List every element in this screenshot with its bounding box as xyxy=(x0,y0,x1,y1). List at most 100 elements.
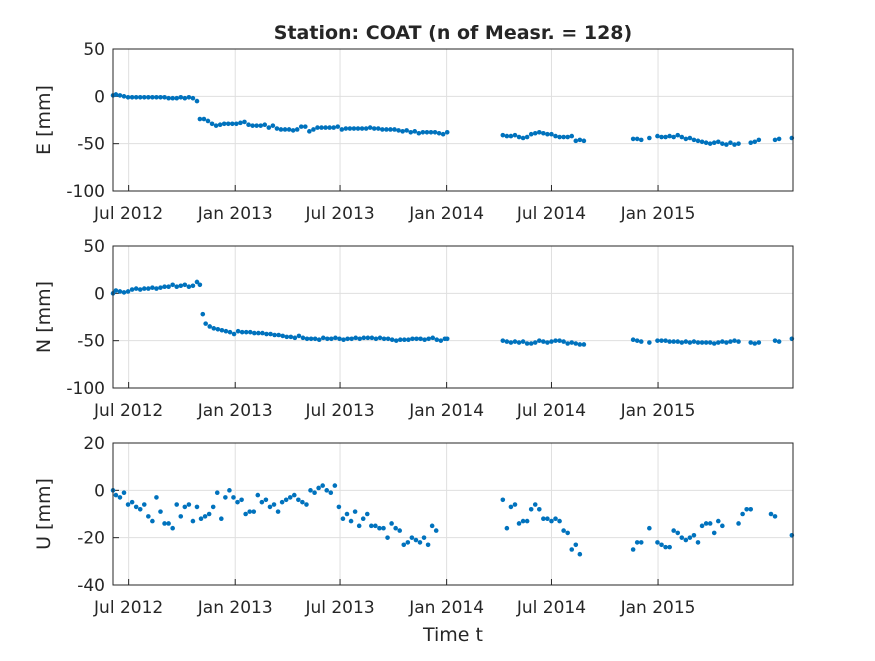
data-point xyxy=(256,330,261,336)
data-point xyxy=(508,340,514,345)
data-point xyxy=(667,133,672,139)
data-point xyxy=(349,336,354,342)
data-point xyxy=(553,133,558,139)
data-point xyxy=(557,134,562,140)
data-point xyxy=(323,125,328,130)
data-point xyxy=(524,134,530,140)
data-point xyxy=(732,338,737,343)
data-point xyxy=(170,282,175,288)
plot-frame xyxy=(112,442,794,586)
data-point xyxy=(129,499,135,505)
data-point xyxy=(284,334,290,340)
data-point xyxy=(520,339,526,344)
data-point xyxy=(239,329,245,335)
data-point xyxy=(524,341,530,346)
data-point xyxy=(230,121,235,127)
data-point xyxy=(377,525,382,531)
data-point xyxy=(337,336,342,342)
data-point xyxy=(206,511,212,517)
data-point xyxy=(355,126,361,131)
data-point xyxy=(687,535,693,540)
data-point xyxy=(117,495,123,500)
data-point xyxy=(270,123,276,128)
x-tick-label: Jan 2015 xyxy=(620,598,696,618)
data-point xyxy=(659,338,664,343)
data-point xyxy=(532,502,538,507)
data-point xyxy=(416,130,422,136)
data-point xyxy=(728,140,733,146)
data-point xyxy=(772,137,778,143)
data-point xyxy=(190,283,196,289)
data-point xyxy=(414,336,419,342)
data-point xyxy=(630,136,636,142)
data-point xyxy=(213,123,219,128)
data-point xyxy=(508,504,514,510)
data-point xyxy=(691,339,697,344)
data-point xyxy=(243,329,249,335)
data-point xyxy=(532,130,538,136)
data-point xyxy=(174,284,180,290)
data-point xyxy=(516,521,522,526)
data-point xyxy=(296,333,302,339)
data-point xyxy=(425,542,431,548)
data-point xyxy=(776,136,782,142)
data-point xyxy=(146,286,151,291)
data-point xyxy=(223,328,229,334)
data-point xyxy=(304,502,309,507)
data-point xyxy=(133,504,139,510)
data-point xyxy=(683,136,689,142)
data-point xyxy=(227,329,233,335)
data-point xyxy=(113,288,119,293)
data-point xyxy=(421,535,427,540)
data-point xyxy=(675,339,681,344)
data-point xyxy=(577,551,583,557)
data-point xyxy=(397,528,403,533)
data-point xyxy=(129,287,135,292)
x-tick-label: Jul 2014 xyxy=(516,204,586,224)
data-point xyxy=(385,535,390,540)
data-point xyxy=(444,130,450,135)
data-point xyxy=(247,329,253,335)
data-point xyxy=(385,336,391,342)
data-point xyxy=(549,339,554,344)
x-tick-label: Jul 2013 xyxy=(304,401,374,421)
data-point xyxy=(325,336,330,342)
data-point xyxy=(369,335,375,341)
y-axis-label: N [mm] xyxy=(33,281,55,353)
data-point xyxy=(428,130,434,135)
data-point xyxy=(675,530,681,536)
data-point xyxy=(292,335,298,341)
data-point xyxy=(410,336,415,342)
data-point xyxy=(508,133,514,139)
data-point xyxy=(524,518,530,524)
x-tick-label: Jan 2014 xyxy=(408,598,484,618)
data-point xyxy=(339,127,345,132)
data-point xyxy=(324,488,330,493)
data-point xyxy=(381,525,386,531)
data-point xyxy=(432,130,438,135)
data-point xyxy=(541,516,546,522)
data-point xyxy=(198,516,204,522)
panel-2: Jul 2012 Jan 2013 Jul 2013 Jan 2014 Jul 2014… xyxy=(33,237,795,421)
data-point xyxy=(365,335,371,341)
y-tick-label: 0 xyxy=(94,284,105,304)
data-point xyxy=(315,125,320,130)
data-point xyxy=(348,518,354,524)
data-point xyxy=(687,340,693,345)
data-point xyxy=(150,285,155,290)
data-point xyxy=(174,502,180,507)
data-point xyxy=(715,518,721,524)
data-point xyxy=(363,126,369,131)
data-point xyxy=(341,337,346,343)
data-point xyxy=(294,127,300,132)
y-axis-label: U [mm] xyxy=(33,478,55,550)
data-point xyxy=(577,342,583,347)
x-tick-label: Jan 2014 xyxy=(408,401,484,421)
data-point xyxy=(647,135,652,141)
data-point xyxy=(512,502,518,507)
data-point xyxy=(768,511,774,517)
data-point xyxy=(263,497,269,503)
data-point xyxy=(397,337,403,343)
data-point xyxy=(740,511,745,517)
data-point xyxy=(207,324,213,329)
